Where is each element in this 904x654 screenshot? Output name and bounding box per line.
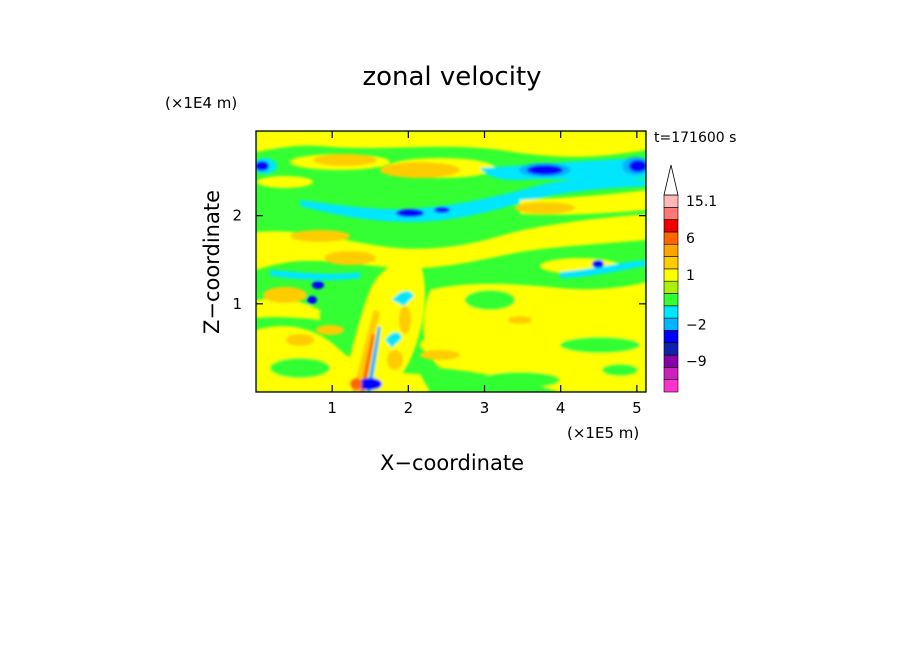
x-tick-label: 1 xyxy=(327,399,337,417)
colorbar-swatch xyxy=(663,243,679,257)
colorbar-swatch xyxy=(663,354,679,368)
y-tick-label: 2 xyxy=(232,207,242,225)
colorbar-overflow-triangle xyxy=(663,164,679,196)
x-tick-label: 4 xyxy=(556,399,566,417)
colorbar: −9 −2 1 6 15.1 xyxy=(663,164,717,393)
colorbar-swatch xyxy=(663,305,679,319)
chart-title: zonal velocity xyxy=(362,62,541,92)
x-tick-label: 2 xyxy=(404,399,414,417)
y-unit-label: (×1E4 m) xyxy=(165,94,237,112)
colorbar-swatch xyxy=(663,280,679,294)
colorbar-swatch xyxy=(663,330,679,344)
plot-frame xyxy=(255,130,647,393)
y-axis-ticks: 12 xyxy=(232,207,646,313)
y-tick-label: 1 xyxy=(232,295,242,313)
colorbar-swatch xyxy=(663,256,679,270)
colorbar-swatch xyxy=(663,219,679,233)
contour-field xyxy=(256,131,646,392)
colorbar-swatch xyxy=(663,293,679,307)
x-axis-ticks: 1 2 3 4 5 xyxy=(327,131,642,417)
colorbar-label: 6 xyxy=(686,231,695,247)
colorbar-swatch xyxy=(663,379,679,393)
x-tick-label: 5 xyxy=(632,399,642,417)
colorbar-label: −2 xyxy=(686,317,707,333)
x-axis-label: X−coordinate xyxy=(380,451,524,475)
x-tick-label: 3 xyxy=(480,399,490,417)
colorbar-swatch xyxy=(663,231,679,245)
colorbar-swatch xyxy=(663,342,679,356)
y-axis-label: Z−coordinate xyxy=(200,190,224,334)
colorbar-label: −9 xyxy=(686,354,707,370)
colorbar-label: 1 xyxy=(686,268,695,284)
colorbar-swatch xyxy=(663,268,679,282)
colorbar-swatch xyxy=(663,367,679,380)
colorbar-label: 15.1 xyxy=(686,194,717,210)
field-band-yellow-top xyxy=(256,131,646,157)
x-unit-label: (×1E5 m) xyxy=(567,424,639,442)
field-band-cyan xyxy=(300,178,646,222)
time-label: t=171600 s xyxy=(654,130,736,146)
colorbar-swatch xyxy=(663,317,679,331)
colorbar-swatch xyxy=(663,207,679,220)
colorbar-swatch xyxy=(663,194,679,208)
